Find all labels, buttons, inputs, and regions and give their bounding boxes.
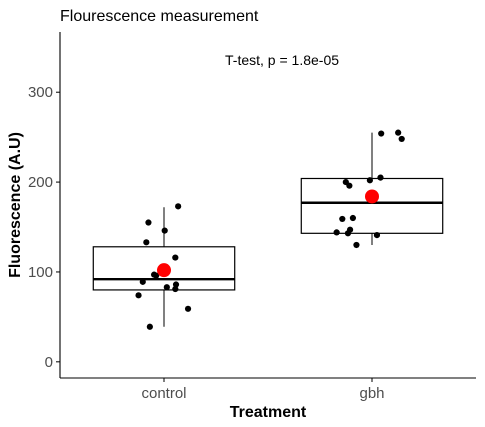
- data-point: [333, 229, 340, 236]
- y-axis-title: Fluorescence (A.U): [7, 132, 24, 278]
- x-axis-title: Treatment: [230, 404, 307, 421]
- data-point: [398, 135, 405, 143]
- y-tick-label: 300: [28, 84, 53, 101]
- data-point: [172, 285, 179, 293]
- data-point: [339, 215, 346, 223]
- box-gbh: [300, 177, 444, 234]
- data-point: [145, 219, 152, 226]
- x-tick-label: gbh: [359, 385, 384, 402]
- chart-title: Flourescence measurement: [60, 8, 259, 25]
- x-tick-label: control: [141, 385, 186, 402]
- data-point: [373, 232, 381, 239]
- data-point: [175, 203, 182, 210]
- data-point: [163, 284, 170, 291]
- y-tick-label: 0: [45, 354, 53, 371]
- data-point: [344, 230, 352, 237]
- data-point: [377, 174, 384, 181]
- data-point: [143, 239, 150, 246]
- p-value-annotation: T-test, p = 1.8e-05: [225, 52, 339, 68]
- data-point: [395, 129, 402, 136]
- data-point: [366, 177, 373, 184]
- data-point: [161, 227, 168, 234]
- data-point: [346, 182, 353, 189]
- plot-area: 0 100 200 300 control gbh: [28, 32, 476, 402]
- data-point: [146, 323, 153, 330]
- data-point: [135, 292, 142, 299]
- data-point: [172, 254, 179, 261]
- mean-marker-control: [157, 263, 171, 278]
- mean-marker-gbh: [365, 189, 379, 204]
- data-point: [153, 272, 160, 279]
- data-point: [353, 241, 360, 249]
- y-tick-label: 100: [28, 264, 53, 281]
- data-point: [184, 305, 192, 312]
- y-tick-label: 200: [28, 174, 53, 191]
- data-point: [139, 278, 146, 285]
- data-point: [378, 130, 385, 137]
- data-point: [349, 214, 357, 222]
